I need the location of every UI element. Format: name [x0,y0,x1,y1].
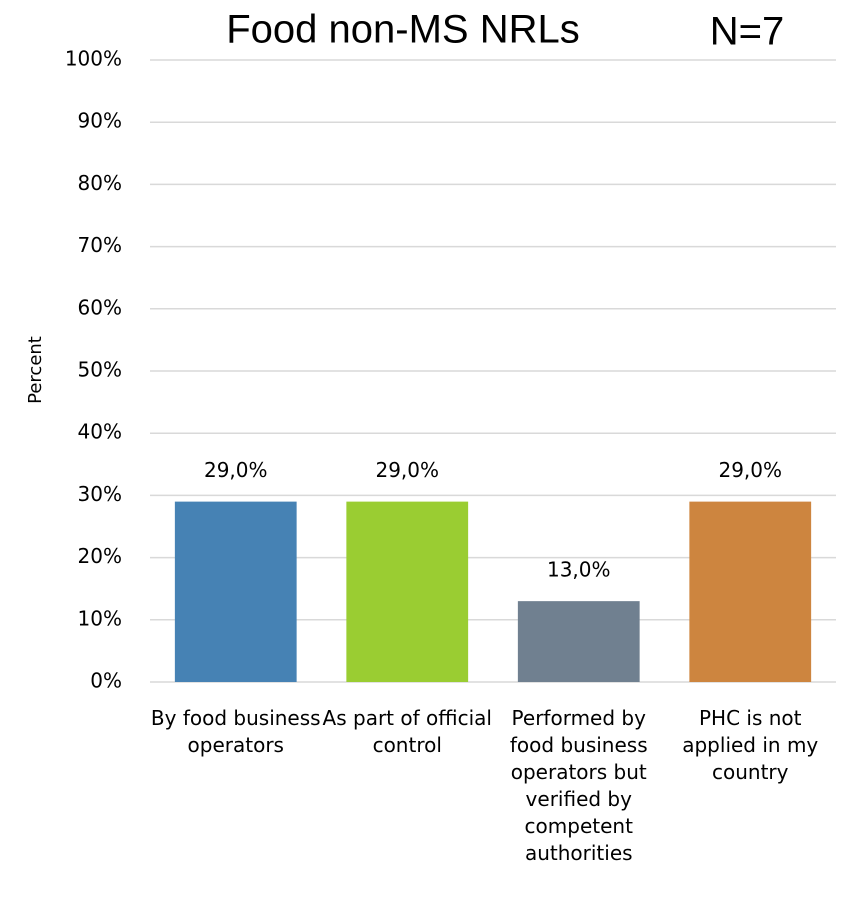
bar [517,601,640,682]
x-tick-label: Performed by food business operators but… [509,706,648,865]
y-tick-label: 10% [78,606,122,630]
y-tick-label: 40% [78,420,122,444]
annotation: N=7 [710,10,785,54]
bar [346,501,469,682]
bar [174,501,297,682]
y-tick-label: 20% [78,544,122,568]
y-tick-label: 100% [65,47,122,71]
data-label: 13,0% [547,558,611,582]
x-tick-label: PHC is not applied in my country [682,706,819,784]
chart-title: Food non-MS NRLs [226,8,579,52]
x-tick-label: As part of official control [322,706,492,757]
bar [689,501,812,682]
x-tick-label-box: PHC is not applied in my country [682,706,819,784]
y-axis-label: Percent [25,336,46,404]
y-tick-label: 60% [78,295,122,319]
data-label: 29,0% [204,458,268,482]
x-tick-label-box: Performed by food business operators but… [509,706,648,865]
y-tick-label: 50% [78,358,122,382]
y-tick-label: 0% [90,669,122,693]
data-label: 29,0% [718,458,782,482]
data-label: 29,0% [375,458,439,482]
x-tick-label-box: As part of official control [322,706,492,757]
y-tick-label: 30% [78,482,122,506]
y-tick-label: 80% [78,171,122,195]
y-tick-label: 70% [78,233,122,257]
x-tick-label-box: By food business operators [150,706,321,757]
x-tick-label: By food business operators [150,706,321,757]
y-tick-label: 90% [78,109,122,133]
